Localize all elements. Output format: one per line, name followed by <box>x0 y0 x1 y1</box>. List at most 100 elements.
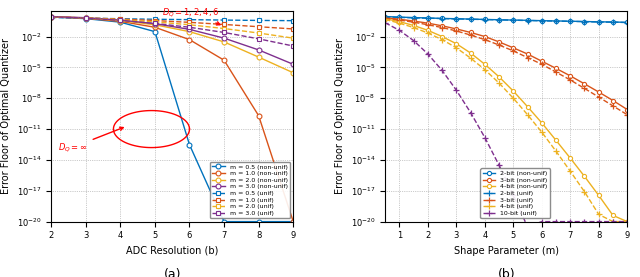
10-bit (unif) <box>467 111 474 114</box>
m = 0.5 (unif) <box>220 18 228 22</box>
3-bit (non-unif) <box>481 35 489 38</box>
m = 2.0 (unif) <box>47 15 55 19</box>
m = 2.0 (non-unif) <box>151 23 159 26</box>
4-bit (unif) <box>595 213 603 216</box>
4-bit (non-unif) <box>452 42 460 45</box>
Line: m = 0.5 (unif): m = 0.5 (unif) <box>49 15 296 23</box>
3-bit (non-unif) <box>595 90 603 94</box>
4-bit (non-unif) <box>509 89 517 93</box>
3-bit (unif) <box>495 43 503 47</box>
4-bit (non-unif) <box>524 105 531 108</box>
4-bit (non-unif) <box>595 194 603 197</box>
10-bit (unif) <box>424 52 432 56</box>
10-bit (unif) <box>595 220 603 223</box>
m = 1.0 (non-unif) <box>47 15 55 19</box>
m = 3.0 (unif) <box>151 22 159 25</box>
10-bit (unif) <box>481 136 489 139</box>
m = 1.0 (unif) <box>186 21 193 24</box>
3-bit (non-unif) <box>467 31 474 34</box>
3-bit (non-unif) <box>524 52 531 56</box>
10-bit (unif) <box>452 89 460 92</box>
3-bit (non-unif) <box>410 19 417 23</box>
Line: 4-bit (non-unif): 4-bit (non-unif) <box>383 17 629 224</box>
2-bit (non-unif) <box>524 19 531 22</box>
10-bit (unif) <box>410 39 417 42</box>
m = 1.0 (unif) <box>47 16 55 19</box>
m = 3.0 (non-unif) <box>220 37 228 40</box>
2-bit (unif) <box>595 20 603 24</box>
m = 2.0 (unif) <box>289 37 297 40</box>
m = 3.0 (unif) <box>82 16 90 20</box>
m = 0.5 (unif) <box>47 16 55 19</box>
4-bit (non-unif) <box>467 51 474 55</box>
10-bit (unif) <box>381 21 389 24</box>
2-bit (non-unif) <box>452 17 460 20</box>
m = 0.5 (non-unif) <box>151 30 159 33</box>
Line: 4-bit (unif): 4-bit (unif) <box>383 17 630 224</box>
m = 1.0 (non-unif) <box>289 220 297 223</box>
2-bit (non-unif) <box>552 19 560 23</box>
4-bit (non-unif) <box>495 75 503 78</box>
m = 2.0 (unif) <box>220 27 228 30</box>
4-bit (unif) <box>609 220 617 223</box>
2-bit (non-unif) <box>438 17 446 20</box>
m = 1.0 (non-unif) <box>220 58 228 62</box>
2-bit (unif) <box>552 19 560 23</box>
2-bit (non-unif) <box>381 15 389 18</box>
Line: m = 3.0 (non-unif): m = 3.0 (non-unif) <box>49 14 296 67</box>
4-bit (unif) <box>467 57 474 60</box>
4-bit (non-unif) <box>438 35 446 38</box>
10-bit (unif) <box>623 220 631 223</box>
m = 3.0 (non-unif) <box>255 48 262 52</box>
3-bit (non-unif) <box>495 40 503 43</box>
3-bit (unif) <box>396 18 403 22</box>
4-bit (non-unif) <box>396 20 403 23</box>
m = 3.0 (non-unif) <box>116 18 124 22</box>
4-bit (non-unif) <box>580 175 588 178</box>
3-bit (unif) <box>381 16 389 20</box>
4-bit (unif) <box>438 38 446 41</box>
2-bit (non-unif) <box>595 20 603 24</box>
2-bit (unif) <box>452 17 460 20</box>
3-bit (unif) <box>566 78 574 82</box>
3-bit (non-unif) <box>424 22 432 25</box>
Legend: m = 0.5 (non-unif), m = 1.0 (non-unif), m = 2.0 (non-unif), m = 3.0 (non-unif), : m = 0.5 (non-unif), m = 1.0 (non-unif), … <box>209 162 290 219</box>
4-bit (unif) <box>381 18 389 21</box>
10-bit (unif) <box>552 220 560 223</box>
m = 1.0 (non-unif) <box>151 25 159 29</box>
m = 0.5 (non-unif) <box>255 220 262 223</box>
m = 0.5 (non-unif) <box>289 220 297 223</box>
m = 3.0 (non-unif) <box>186 28 193 31</box>
4-bit (non-unif) <box>381 17 389 20</box>
10-bit (unif) <box>566 220 574 223</box>
2-bit (unif) <box>381 15 389 19</box>
Line: 10-bit (unif): 10-bit (unif) <box>383 20 630 230</box>
2-bit (non-unif) <box>623 21 631 24</box>
2-bit (unif) <box>495 18 503 22</box>
m = 0.5 (unif) <box>82 16 90 20</box>
2-bit (non-unif) <box>495 18 503 21</box>
2-bit (non-unif) <box>424 16 432 20</box>
3-bit (non-unif) <box>609 99 617 102</box>
2-bit (unif) <box>623 21 631 24</box>
Y-axis label: Error Floor of Optimal Quantizer: Error Floor of Optimal Quantizer <box>1 38 11 194</box>
m = 2.0 (non-unif) <box>116 19 124 22</box>
m = 0.5 (non-unif) <box>116 20 124 24</box>
2-bit (unif) <box>538 19 546 22</box>
m = 0.5 (non-unif) <box>82 17 90 20</box>
10-bit (unif) <box>396 29 403 32</box>
m = 1.0 (non-unif) <box>186 38 193 41</box>
m = 1.0 (unif) <box>82 16 90 20</box>
Text: (b): (b) <box>497 268 515 277</box>
3-bit (non-unif) <box>566 74 574 78</box>
4-bit (non-unif) <box>623 220 631 223</box>
3-bit (unif) <box>580 87 588 90</box>
3-bit (non-unif) <box>381 16 389 19</box>
3-bit (unif) <box>438 26 446 29</box>
10-bit (unif) <box>524 225 531 229</box>
m = 3.0 (unif) <box>116 19 124 22</box>
Text: $D_Q = 1,2,4,6$: $D_Q = 1,2,4,6$ <box>162 6 220 25</box>
3-bit (non-unif) <box>438 24 446 27</box>
m = 0.5 (unif) <box>289 19 297 22</box>
4-bit (unif) <box>524 113 531 116</box>
